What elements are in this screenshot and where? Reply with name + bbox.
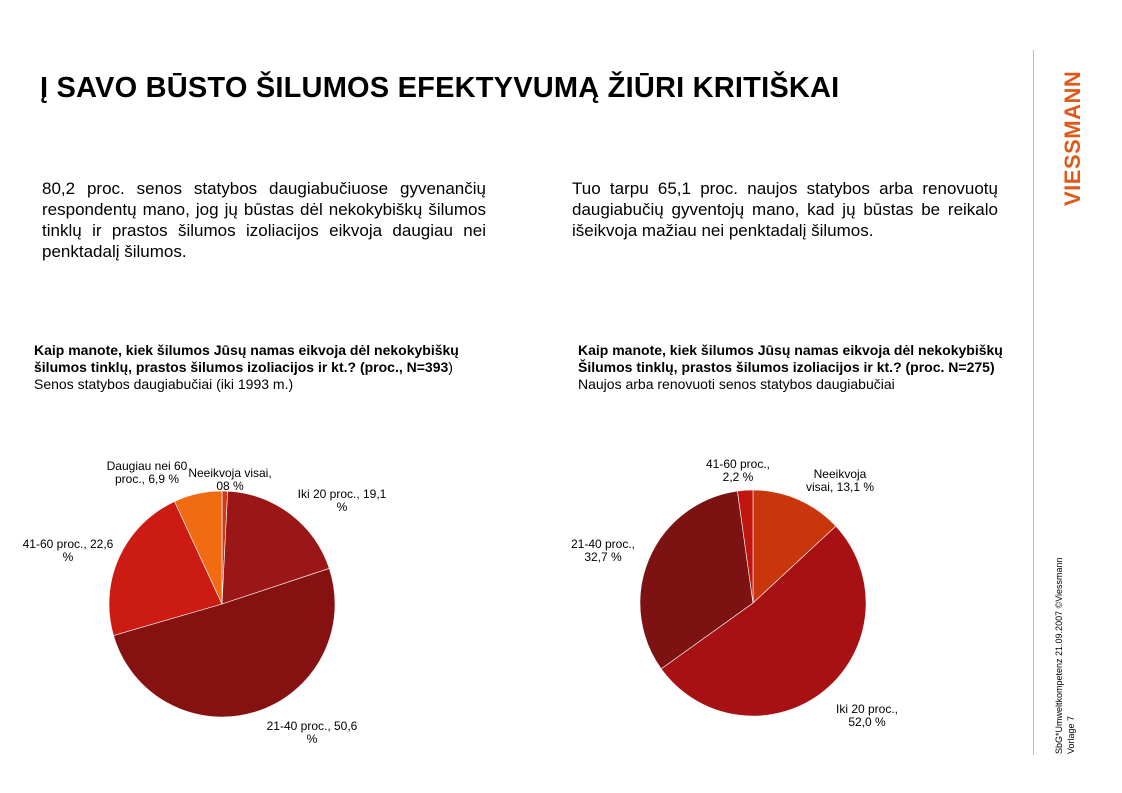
pie-label-0-0: Neeikvoja visai, 08 % [188,466,271,493]
footer-line-1: SbG*Umweltkompetenz 21.09.2007 ©Viessman… [1054,556,1064,754]
left-chart-question-line2: šilumos tinklų, prastos šilumos izoliaci… [34,359,504,376]
viessmann-logo: VIESSMANN [1060,71,1085,206]
left-pie-chart: Neeikvoja visai, 08 % Iki 20 proc., 19,1 % 2… [23,459,387,746]
left-chart-subtitle: Senos statybos daugiabučiai (iki 1993 m.… [34,376,294,392]
logo-text: VIESSMANN [1060,71,1085,206]
right-summary-text: Tuo tarpu 65,1 proc. naujos statybos arb… [572,179,998,240]
pie-label-1-0: Neeikvoja visai, 13,1 % [806,467,874,494]
pie-label-1-2: 21-40 proc., 32,7 % [571,537,635,564]
pie-slice-1-1 [660,525,867,717]
right-chart-question-line2: Šilumos tinklų, prastos šilumos izoliaci… [578,359,995,375]
pie-label-0-3: 41-60 proc., 22,6% [23,537,114,564]
right-chart-heading: Kaip manote, kiek šilumos Jūsų namas eik… [578,342,1048,393]
right-pie-chart: Neeikvoja visai, 13,1 % Iki 20 proc., 52,0 … [571,457,898,729]
pie-label-0-2: 21-40 proc., 50,6% [267,719,358,746]
pie-slice-0-2 [113,568,336,718]
page-title: Į SAVO BŪSTO ŠILUMOS EFEKTYVUMĄ ŽIŪRI KR… [40,72,840,104]
left-chart-question-line1: Kaip manote, kiek šilumos Jūsų namas eik… [34,342,459,358]
pie-slice-1-2 [639,490,754,670]
left-chart-heading: Kaip manote, kiek šilumos Jūsų namas eik… [34,342,504,393]
pie-slice-1-3 [737,489,754,604]
pie-slice-0-4 [174,490,223,605]
pie-label-1-3: 41-60 proc., 2,2 % [706,457,770,484]
pie-slice-1-0 [752,489,837,604]
left-summary-text: 80,2 proc. senos statybos daugiabučiuose… [42,179,486,261]
pie-label-0-1: Iki 20 proc., 19,1% [298,487,387,514]
right-chart-subtitle: Naujos arba renovuoti senos statybos dau… [578,376,895,392]
vertical-divider [1033,50,1034,755]
pie-slice-0-3 [108,501,223,636]
right-chart-question-line1: Kaip manote, kiek šilumos Jūsų namas eik… [578,342,1003,358]
pie-label-1-1: Iki 20 proc., 52,0 % [836,702,898,729]
left-chart-question-line2-bold: šilumos tinklų, prastos šilumos izoliaci… [34,359,449,375]
footer-info: SbG*Umweltkompetenz 21.09.2007 ©Viessman… [1054,556,1076,754]
pie-slice-0-1 [221,490,330,605]
footer-line-2: Vorlage 7 [1066,716,1076,754]
pie-label-0-4: Daugiau nei 60 proc., 6,9 % [107,459,188,486]
left-chart-question-line2-tail: ) [448,359,453,375]
